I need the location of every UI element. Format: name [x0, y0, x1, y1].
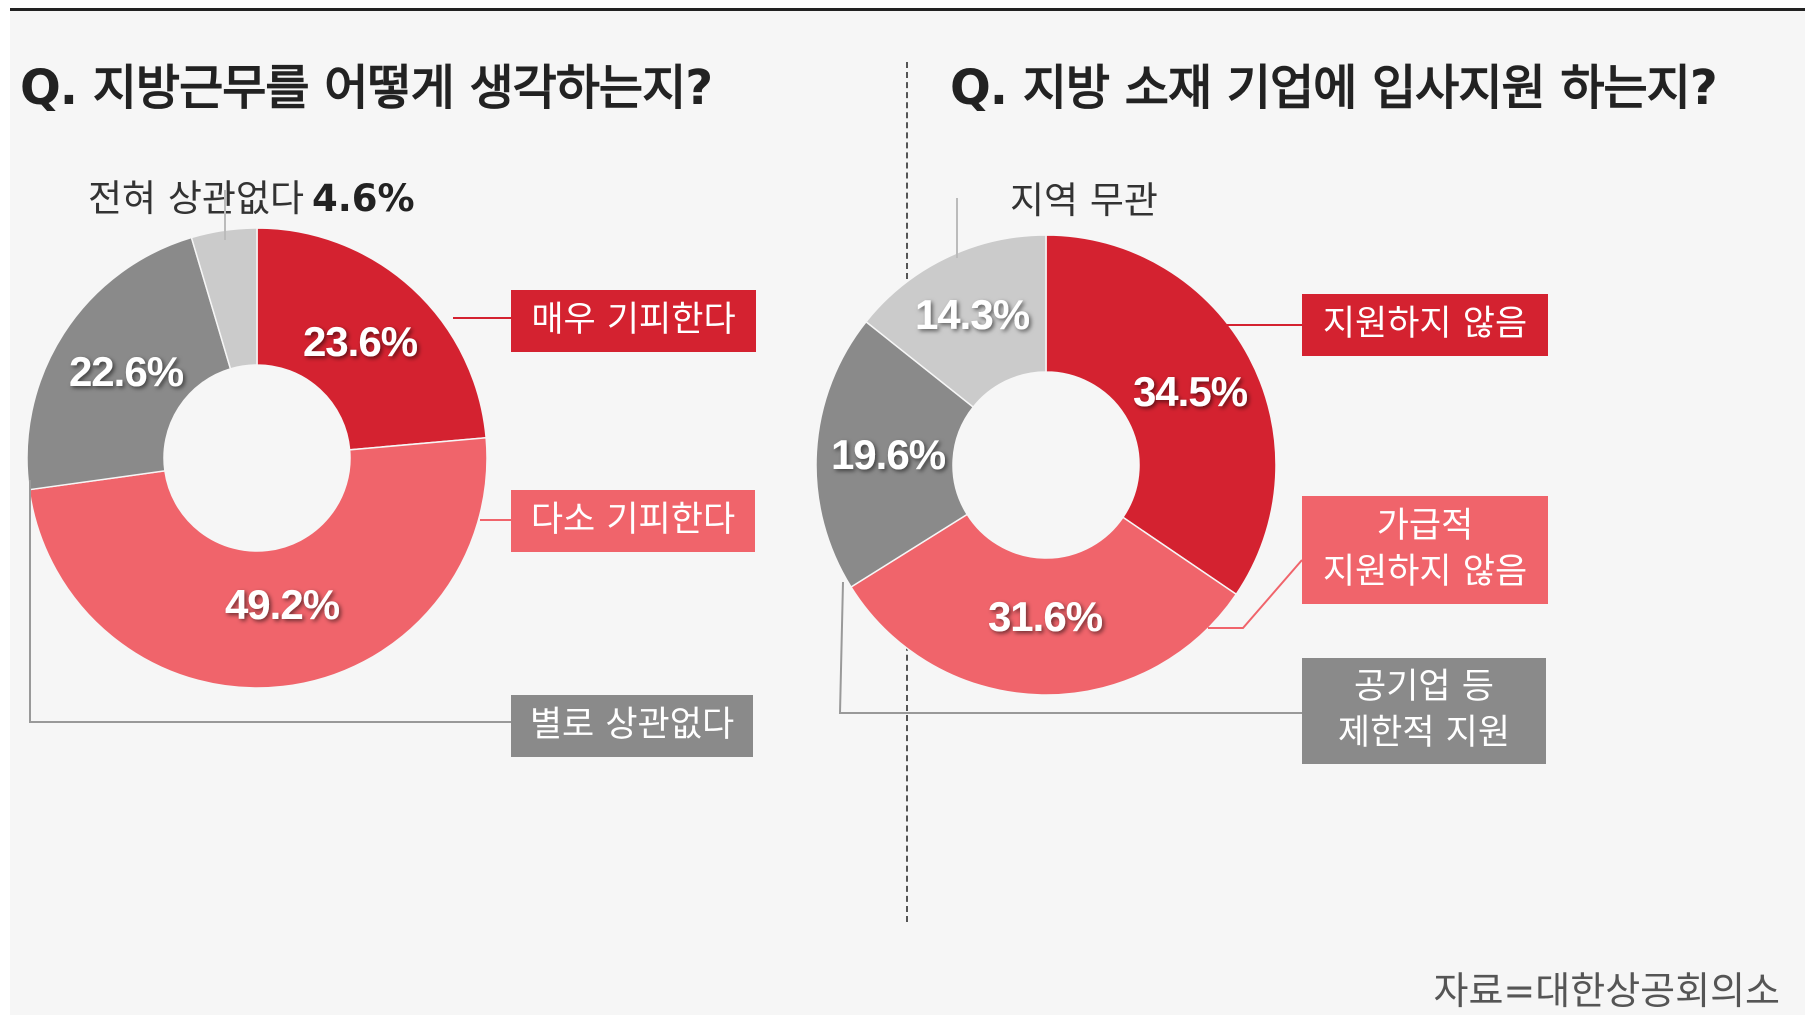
chart1-callout-label: 전혀 상관없다 [88, 177, 305, 220]
chart2-legend-label-3: 공기업 등 [1354, 667, 1494, 707]
chart2-value-label-4: 14.3% [915, 291, 1030, 338]
chart2-slice-4 [864, 234, 1047, 409]
chart2-legend-label-1: 지원하지 않음 [1323, 304, 1527, 344]
chart1-label-box-3 [511, 695, 753, 757]
chart1-callout-value: 4.6% [311, 177, 415, 220]
chart2-value-label-3: 19.6% [831, 431, 946, 478]
chart2-slice-3 [815, 320, 975, 589]
top-rule [10, 8, 1805, 11]
chart1-slice-3 [26, 236, 232, 491]
source-note: 자료=대한상공회의소 [1433, 969, 1780, 1013]
chart2-label-box-2 [1302, 496, 1548, 604]
chart2-value-label-2: 31.6% [988, 593, 1103, 640]
chart1-value-label-1: 23.6% [303, 318, 418, 365]
chart2-label-box-3 [1302, 658, 1546, 764]
chart2-leader-3 [838, 581, 1302, 714]
chart1-legend-label-1: 매우 기피한다 [531, 300, 735, 340]
chart1-slice-4 [190, 227, 258, 370]
chart1-slice-1 [256, 227, 487, 451]
chart1-callout-slice4: 전혀 상관없다 4.6% [88, 168, 415, 222]
chart1-slice-2 [28, 436, 488, 689]
chart1-legend-label-3: 별로 상관없다 [530, 705, 734, 745]
chart1-leader-3 [29, 480, 511, 723]
chart2-legend-label-3: 제한적 지원 [1338, 713, 1510, 753]
chart1-label-box-1 [511, 290, 756, 352]
chart1-legend-label-2: 다소 기피한다 [531, 500, 735, 540]
chart2-legend-label-2: 가급적 [1377, 506, 1474, 546]
chart1-value-label-2: 49.2% [225, 581, 340, 628]
chart2-callout-label: 지역 무관 [1010, 179, 1158, 222]
chart1-title: Q. 지방근무를 어떻게 생각하는지? [20, 60, 713, 116]
chart2-callout-slice4: 지역 무관 [1010, 170, 1158, 224]
chart1-value-label-3: 22.6% [69, 348, 184, 395]
chart2-slice-1 [1045, 234, 1277, 596]
chart2-title: Q. 지방 소재 기업에 입사지원 하는지? [950, 60, 1718, 116]
chart1-label-box-2 [511, 490, 755, 552]
chart2-label-box-1 [1302, 294, 1548, 356]
chart2-leader-2 [1208, 559, 1303, 629]
chart2-value-label-1: 34.5% [1133, 368, 1248, 415]
chart2-slice-2 [849, 513, 1238, 696]
chart2-legend-label-2: 지원하지 않음 [1323, 552, 1527, 592]
